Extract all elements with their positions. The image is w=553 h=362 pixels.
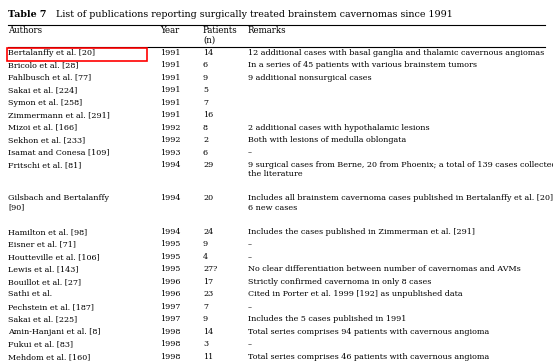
Text: Patients
(n): Patients (n)	[203, 26, 238, 45]
Text: Houtteville et al. [106]: Houtteville et al. [106]	[8, 253, 100, 261]
Text: 1993: 1993	[160, 149, 180, 157]
Text: 1998: 1998	[160, 340, 180, 348]
Text: 5: 5	[203, 86, 208, 94]
Text: Both with lesions of medulla oblongata: Both with lesions of medulla oblongata	[248, 136, 406, 144]
Text: –: –	[248, 149, 252, 157]
Text: Cited in Porter et al. 1999 [192] as unpublished data: Cited in Porter et al. 1999 [192] as unp…	[248, 290, 463, 298]
Text: 12 additional cases with basal ganglia and thalamic cavernous angiomas: 12 additional cases with basal ganglia a…	[248, 49, 544, 57]
Text: 4: 4	[203, 253, 208, 261]
Text: Sekhon et al. [233]: Sekhon et al. [233]	[8, 136, 85, 144]
Text: In a series of 45 patients with various brainstem tumors: In a series of 45 patients with various …	[248, 61, 477, 69]
Text: 8: 8	[203, 124, 208, 132]
Text: 1994: 1994	[160, 161, 180, 169]
Text: 7: 7	[203, 99, 208, 107]
Text: Remarks: Remarks	[248, 26, 286, 35]
Text: 27?: 27?	[203, 265, 217, 273]
Text: 9: 9	[203, 73, 208, 82]
Text: 29: 29	[203, 161, 213, 169]
Text: 1998: 1998	[160, 328, 180, 336]
Text: 1991: 1991	[160, 99, 180, 107]
Bar	[7, 48, 147, 60]
Text: 1992: 1992	[160, 124, 180, 132]
Text: –: –	[248, 253, 252, 261]
Text: –: –	[248, 303, 252, 311]
Text: 1991: 1991	[160, 61, 180, 69]
Text: Includes all brainstem cavernoma cases published in Bertalanffy et al. [20] and
: Includes all brainstem cavernoma cases p…	[248, 194, 553, 212]
Text: 1995: 1995	[160, 240, 180, 248]
Text: Sakai et al. [224]: Sakai et al. [224]	[8, 86, 77, 94]
Text: Fahlbusch et al. [77]: Fahlbusch et al. [77]	[8, 73, 91, 82]
Text: 1994: 1994	[160, 228, 180, 236]
Text: 7: 7	[203, 303, 208, 311]
Text: Pechstein et al. [187]: Pechstein et al. [187]	[8, 303, 94, 311]
Text: Table 7: Table 7	[8, 10, 46, 19]
Text: 1998: 1998	[160, 353, 180, 361]
Text: 6: 6	[203, 61, 208, 69]
Text: Isamat and Conesa [109]: Isamat and Conesa [109]	[8, 149, 109, 157]
Text: 1994: 1994	[160, 194, 180, 202]
Text: 14: 14	[203, 328, 213, 336]
Text: 16: 16	[203, 111, 213, 119]
Text: Sakai et al. [225]: Sakai et al. [225]	[8, 315, 77, 323]
Text: Total series comprises 46 patients with cavernous angioma: Total series comprises 46 patients with …	[248, 353, 489, 361]
Text: Gilsbach and Bertalanffy
[90]: Gilsbach and Bertalanffy [90]	[8, 194, 109, 212]
Text: Includes the 5 cases published in 1991: Includes the 5 cases published in 1991	[248, 315, 406, 323]
Text: Mehdom et al. [160]: Mehdom et al. [160]	[8, 353, 90, 361]
Text: 1997: 1997	[160, 315, 180, 323]
Text: 1991: 1991	[160, 111, 180, 119]
Text: 11: 11	[203, 353, 213, 361]
Text: 14: 14	[203, 49, 213, 57]
Text: Strictly confirmed cavernoma in only 8 cases: Strictly confirmed cavernoma in only 8 c…	[248, 278, 431, 286]
Text: 1995: 1995	[160, 265, 180, 273]
Text: Bricolo et al. [28]: Bricolo et al. [28]	[8, 61, 79, 69]
Text: Eisner et al. [71]: Eisner et al. [71]	[8, 240, 76, 248]
Text: 17: 17	[203, 278, 213, 286]
Text: Sathi et al.: Sathi et al.	[8, 290, 52, 298]
Text: 1992: 1992	[160, 136, 180, 144]
Text: 2: 2	[203, 136, 208, 144]
Text: Includes the cases published in Zimmerman et al. [291]: Includes the cases published in Zimmerma…	[248, 228, 475, 236]
Text: Total series comprises 94 patients with cavernous angioma: Total series comprises 94 patients with …	[248, 328, 489, 336]
Text: 6: 6	[203, 149, 208, 157]
Text: 1991: 1991	[160, 86, 180, 94]
Text: 23: 23	[203, 290, 213, 298]
Text: Bouillot et al. [27]: Bouillot et al. [27]	[8, 278, 81, 286]
Text: Lewis et al. [143]: Lewis et al. [143]	[8, 265, 79, 273]
Text: Bertalanffy et al. [20]: Bertalanffy et al. [20]	[8, 49, 95, 57]
Text: 20: 20	[203, 194, 213, 202]
Text: –: –	[248, 340, 252, 348]
Text: 1991: 1991	[160, 49, 180, 57]
Text: –: –	[248, 240, 252, 248]
Text: Amin-Hanjani et al. [8]: Amin-Hanjani et al. [8]	[8, 328, 101, 336]
Text: 9: 9	[203, 315, 208, 323]
Text: 1995: 1995	[160, 253, 180, 261]
Text: Mizoi et al. [166]: Mizoi et al. [166]	[8, 124, 77, 132]
Text: Fritschi et al. [81]: Fritschi et al. [81]	[8, 161, 81, 169]
Text: Symon et al. [258]: Symon et al. [258]	[8, 99, 82, 107]
Text: 3: 3	[203, 340, 208, 348]
Text: 1991: 1991	[160, 73, 180, 82]
Text: Zimmermann et al. [291]: Zimmermann et al. [291]	[8, 111, 110, 119]
Text: Authors: Authors	[8, 26, 42, 35]
Text: No clear differentiation between number of cavernomas and AVMs: No clear differentiation between number …	[248, 265, 521, 273]
Text: 1996: 1996	[160, 290, 180, 298]
Text: 24: 24	[203, 228, 213, 236]
Text: Year: Year	[160, 26, 179, 35]
Text: Fukui et al. [83]: Fukui et al. [83]	[8, 340, 73, 348]
Text: List of publications reporting surgically treated brainstem cavernomas since 199: List of publications reporting surgicall…	[50, 10, 453, 19]
Text: Hamilton et al. [98]: Hamilton et al. [98]	[8, 228, 87, 236]
Text: 2 additional cases with hypothalamic lesions: 2 additional cases with hypothalamic les…	[248, 124, 430, 132]
Text: 1997: 1997	[160, 303, 180, 311]
Text: 9 additional nonsurgical cases: 9 additional nonsurgical cases	[248, 73, 372, 82]
Text: 9 surgical cases from Berne, 20 from Phoenix; a total of 139 cases collected fro: 9 surgical cases from Berne, 20 from Pho…	[248, 161, 553, 178]
Text: 1996: 1996	[160, 278, 180, 286]
Text: 9: 9	[203, 240, 208, 248]
